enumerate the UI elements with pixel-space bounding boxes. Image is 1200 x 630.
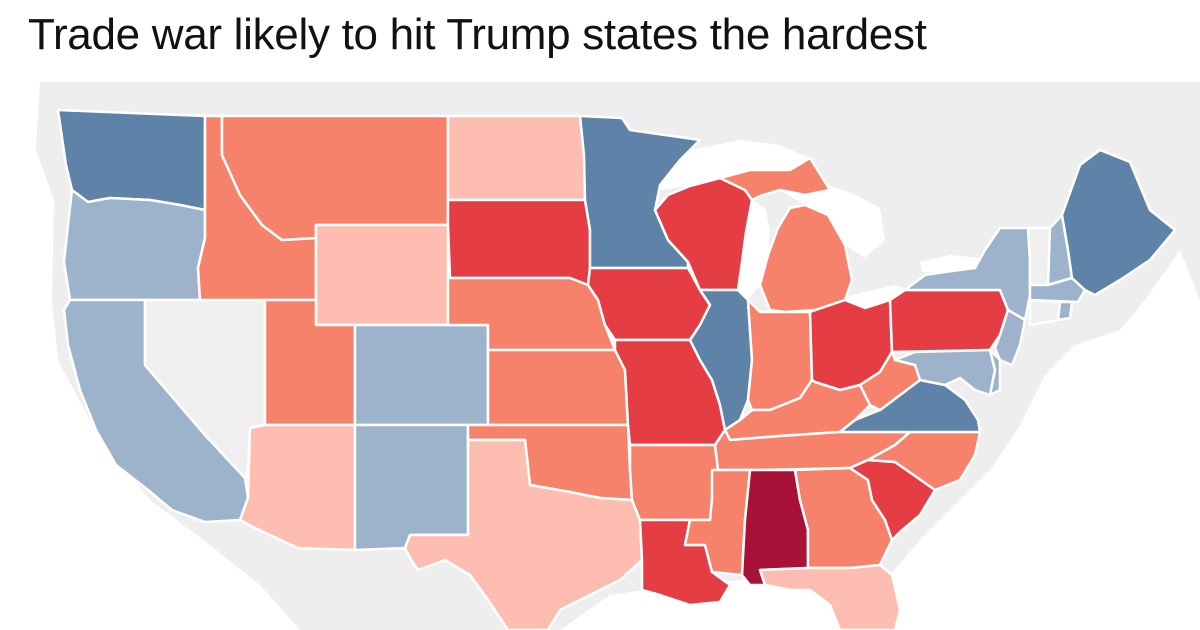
- state-south-dakota[interactable]: [446, 198, 592, 287]
- state-virginia[interactable]: [838, 378, 982, 434]
- state-maryland[interactable]: [893, 348, 997, 397]
- state-iowa[interactable]: [586, 266, 712, 342]
- state-florida[interactable]: [758, 563, 902, 630]
- map-title: Trade war likely to hit Trump states the…: [28, 10, 927, 59]
- us-choropleth-map: [0, 82, 1200, 630]
- state-kansas[interactable]: [486, 348, 630, 427]
- state-new-mexico[interactable]: [353, 423, 470, 552]
- state-wyoming[interactable]: [314, 223, 450, 327]
- state-connecticut[interactable]: [1028, 298, 1062, 327]
- atlantic-ocean: [880, 250, 1200, 630]
- state-michigan-upper-peninsula[interactable]: [718, 156, 832, 202]
- state-arkansas[interactable]: [628, 443, 720, 522]
- state-north-carolina[interactable]: [866, 430, 982, 492]
- states-layer: [56, 108, 1177, 630]
- state-pennsylvania[interactable]: [888, 288, 1010, 354]
- state-north-dakota[interactable]: [446, 114, 587, 202]
- state-delaware[interactable]: [988, 348, 1002, 397]
- pacific-ocean: [0, 82, 300, 630]
- state-michigan[interactable]: [758, 203, 854, 314]
- lake-ontario: [920, 255, 980, 272]
- state-texas[interactable]: [403, 438, 644, 630]
- state-oregon[interactable]: [62, 188, 207, 302]
- state-colorado[interactable]: [353, 323, 490, 427]
- state-vermont[interactable]: [1026, 226, 1052, 287]
- state-new-jersey[interactable]: [993, 308, 1027, 367]
- state-rhode-island[interactable]: [1056, 300, 1074, 322]
- state-maine[interactable]: [1060, 148, 1177, 297]
- map-svg: [0, 82, 1200, 630]
- lake-huron: [780, 182, 885, 258]
